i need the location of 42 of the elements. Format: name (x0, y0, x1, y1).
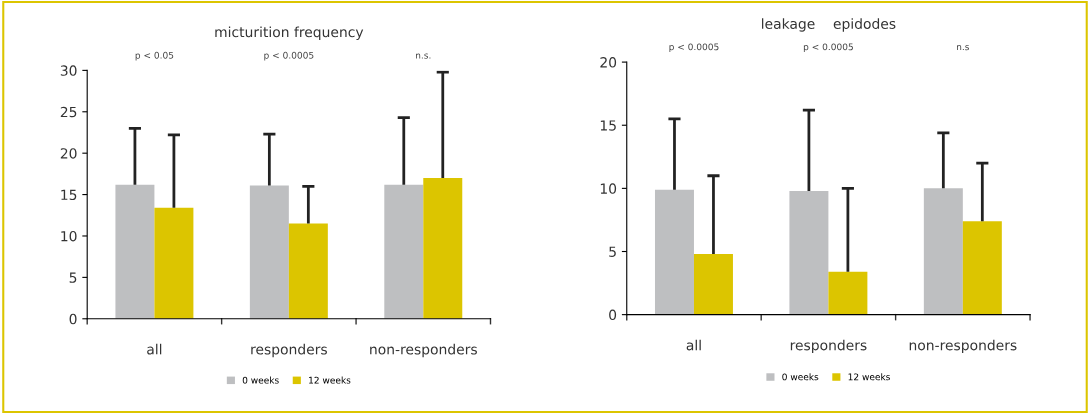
text: p < 0.0005 (803, 43, 853, 52)
legend-label: 0 weeks (242, 376, 279, 384)
text: p < 0.0005 (264, 51, 314, 61)
bar (115, 184, 155, 319)
y-tick-label: 15 (600, 120, 616, 131)
y-tick-label: 5 (609, 246, 616, 257)
chart-title: leakage epidodes (762, 18, 896, 32)
y-tick-label: 0 (609, 309, 617, 321)
legend-label: 0 weeks (782, 373, 819, 381)
x-tick-label: non-responders (909, 339, 1017, 354)
bar (154, 207, 194, 319)
bar (384, 184, 424, 319)
y-tick-label: 20 (600, 57, 617, 68)
y-tick-label: 15 (61, 189, 77, 201)
bar (249, 185, 289, 319)
text: n.s (957, 45, 970, 51)
bar (288, 223, 328, 319)
x-tick-label: responders (790, 339, 867, 354)
x-tick-label: all (147, 343, 162, 355)
bar (423, 178, 463, 319)
bar (693, 254, 733, 315)
x-tick-label: all (686, 339, 701, 351)
text: n.s. (416, 53, 431, 59)
y-tick-label: 30 (60, 65, 77, 76)
legend-label: 12 weeks (309, 376, 351, 384)
bar (923, 188, 963, 315)
y-tick-label: 20 (60, 148, 77, 159)
y-tick-label: 0 (69, 313, 77, 325)
y-tick-label: 25 (60, 106, 77, 118)
y-tick-label: 10 (61, 230, 77, 242)
y-tick-label: 5 (69, 272, 77, 283)
x-tick-label: responders (251, 343, 327, 358)
x-tick-label: non-responders (370, 343, 477, 358)
bar (789, 190, 829, 315)
bar (654, 189, 694, 315)
bar (962, 221, 1002, 315)
text: p < 0.05 (135, 51, 174, 61)
y-tick-label: 10 (600, 183, 617, 194)
legend-label: 12 weeks (848, 373, 890, 381)
text: p < 0.0005 (669, 43, 719, 52)
bar (828, 271, 868, 315)
chart-title: micturition frequency (215, 26, 364, 40)
